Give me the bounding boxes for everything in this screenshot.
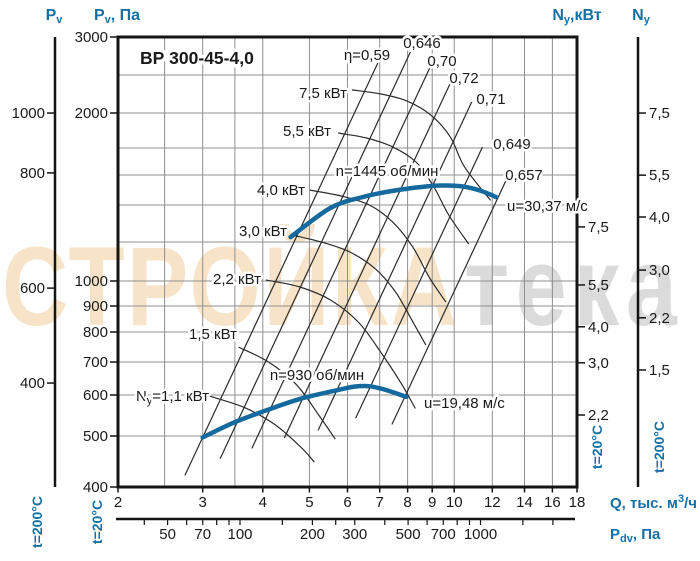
tick-label-q: 9 [428,494,436,511]
fan-curve-n930 [200,383,409,440]
tick-label-pdv: 700 [431,526,456,543]
power-line [209,395,315,463]
eta-label: 0,71 [476,91,505,108]
tick-label-pv-inner: 800 [83,324,108,341]
power-label: 1,5 кВт [189,326,237,343]
watermark: СТРОЙКАтека [2,222,683,351]
tick-label-pdv: 100 [227,526,252,543]
tick-label-pv-outer: 800 [20,165,45,182]
tick-label-ny-inner: 2,2 [588,407,609,424]
power-line [291,234,427,346]
tick-label-ny-outer: 7,5 [649,105,670,122]
rpm-label: n=1445 об/мин [336,163,439,180]
power-line [309,189,447,303]
power-label: 4,0 кВт [257,182,305,199]
tick-label-pdv: 50 [159,526,176,543]
tick-label-q: 12 [484,494,501,511]
power-label: 2,2 кВт [213,271,261,288]
tick-label-q: 18 [569,494,586,511]
chart-title: ВР 300-45-4,0 [140,48,254,68]
power-line [265,279,416,409]
tick-label-q: 2 [114,494,122,511]
power-label: 3,0 кВт [239,223,287,240]
tick-label-q: 14 [516,494,533,511]
efficiency-line [391,179,507,425]
tick-label-ny-inner: 7,5 [588,219,609,236]
tick-label-ny-outer: 3,0 [649,262,670,279]
power-line [238,346,336,440]
axis-corner-label: Pv, Па [94,7,140,26]
temperature-label: t=200°C [29,496,45,548]
tick-label-pdv: 200 [300,526,325,543]
power-label: 5,5 кВт [283,123,331,140]
tick-label-pv-outer: 400 [20,375,45,392]
efficiency-line [355,146,484,419]
temperature-label: t=200°C [651,421,667,473]
tick-label-pv-inner: 900 [83,298,108,315]
speed-label: u=30,37 м/с [507,198,588,215]
eta-label: η=0,59 [344,47,390,64]
eta-label: 0,72 [449,70,478,87]
tick-label-q: 7 [376,494,384,511]
tick-label-pdv: 300 [342,526,367,543]
tick-label-pv-inner: 3000 [75,29,108,46]
tick-label-pdv: 1000 [464,526,497,543]
tick-label-q: 16 [544,494,561,511]
efficiency-line [184,62,379,476]
tick-label-ny-inner: 3,0 [588,355,609,372]
efficiency-line [317,101,473,431]
eta-label: 0,70 [427,53,456,70]
axis-corner-label: Ny [632,7,651,26]
tick-label-pv-inner: 1000 [75,273,108,290]
x-axis-title: Q, тыс. м3/ч [610,493,697,512]
power-label: 7,5 кВт [299,85,347,102]
power-line [351,89,492,201]
tick-label-ny-outer: 1,5 [649,362,670,379]
axis-corner-label: Ny,кВт [552,7,601,26]
eta-label: 0,646 [403,35,441,52]
tick-label-q: 6 [343,494,351,511]
tick-label-pv-inner: 2000 [75,105,108,122]
eta-label: 0,657 [505,167,543,184]
temperature-label: t=20°C [89,500,105,544]
tick-label-q: 8 [403,494,411,511]
fan-curve-n1445 [288,183,499,240]
tick-label-ny-outer: 2,2 [649,310,670,327]
secondary-axis-title: Pdv, Па [610,526,661,545]
tick-label-pv-inner: 600 [83,387,108,404]
tick-label-pv-inner: 500 [83,428,108,445]
speed-label: u=19,48 м/с [424,395,505,412]
tick-label-ny-inner: 4,0 [588,319,609,336]
efficiency-line [283,79,453,439]
efficiency-line [251,63,433,449]
watermark-text-primary: СТРОЙКА [2,224,460,349]
tick-label-pdv: 500 [396,526,421,543]
tick-label-q: 5 [305,494,313,511]
temperature-label: t=20°C [589,425,605,469]
eta-label: 0,649 [493,136,531,153]
power-label: Ny=1,1 кВт [136,388,209,407]
tick-label-pv-inner: 400 [83,479,108,496]
rpm-label: n=930 об/мин [270,367,364,384]
tick-label-pv-outer: 600 [20,280,45,297]
tick-label-pv-outer: 1000 [12,105,45,122]
tick-label-q: 3 [199,494,207,511]
watermark-text-secondary: тека [464,224,684,349]
tick-label-pdv: 70 [194,526,211,543]
tick-label-pv-inner: 700 [83,354,108,371]
tick-label-ny-outer: 5,5 [649,167,670,184]
tick-label-ny-inner: 5,5 [588,277,609,294]
tick-label-q: 4 [259,494,267,511]
tick-label-ny-outer: 4,0 [649,209,670,226]
power-line [338,132,470,245]
axis-corner-label: Pv [46,7,64,26]
tick-label-q: 10 [446,494,463,511]
efficiency-line [219,51,411,460]
